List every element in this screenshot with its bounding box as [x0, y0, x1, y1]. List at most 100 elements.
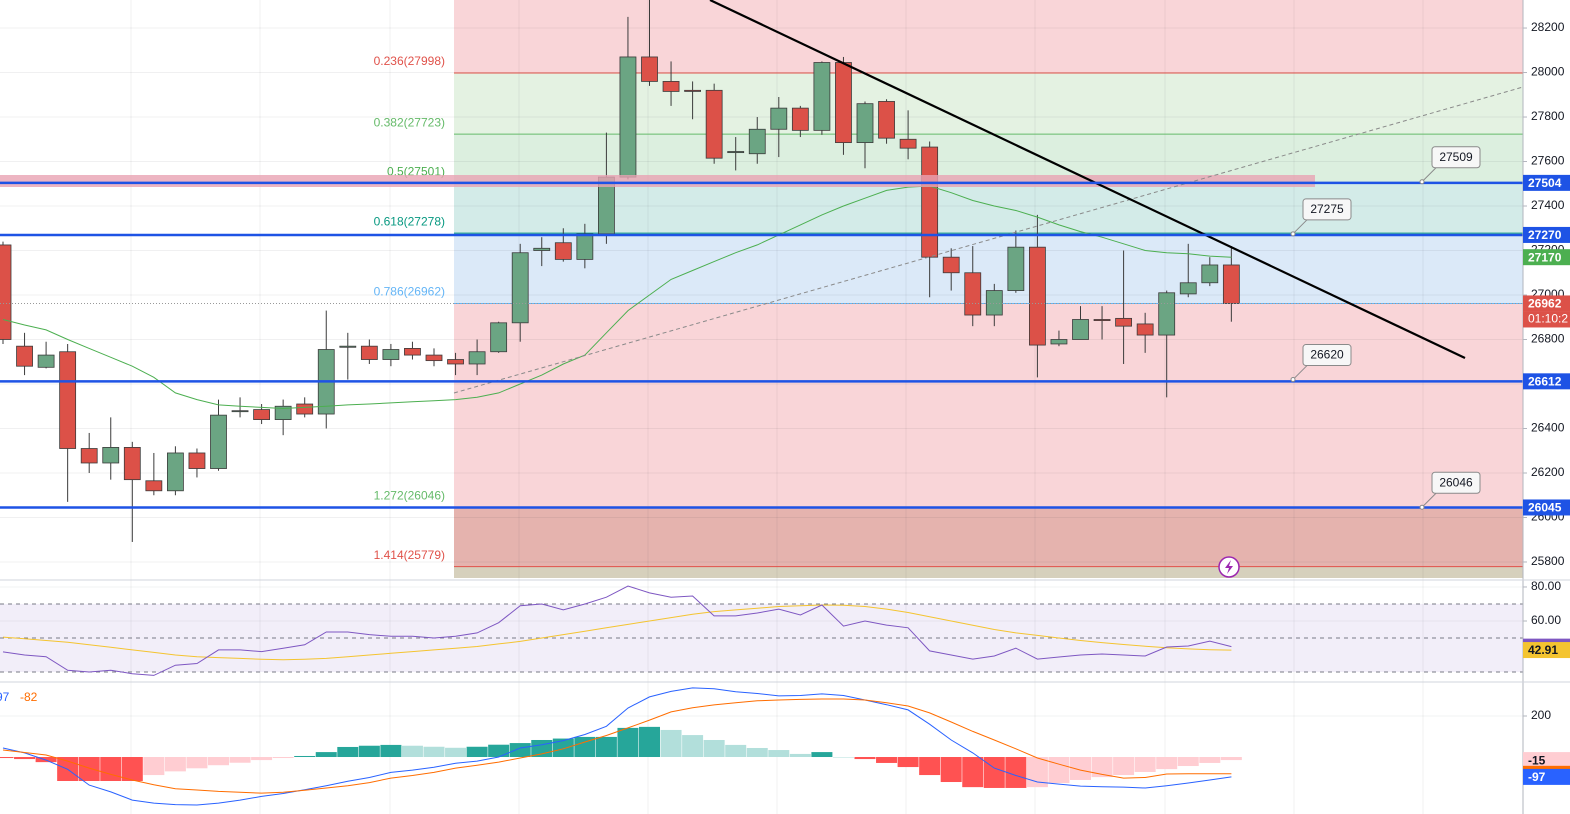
- candle-body: [210, 414, 227, 469]
- histogram-bar: [811, 752, 833, 758]
- candle-body: [942, 256, 960, 274]
- histogram-bar: [164, 757, 186, 772]
- fib-label: 1.414(25779): [374, 548, 445, 562]
- histogram-bar: [1026, 757, 1048, 788]
- histogram-bar: [682, 735, 704, 758]
- histogram-bar: [229, 757, 251, 763]
- fib-label: 0.236(27998): [374, 54, 445, 68]
- y-tick-label: 26200: [1531, 465, 1565, 479]
- y-tick-label: 26800: [1531, 332, 1565, 346]
- histogram-bar: [272, 757, 294, 759]
- callout-label: 27509: [1439, 150, 1473, 164]
- histogram-bar: [1005, 757, 1027, 788]
- candle-body: [576, 233, 594, 260]
- callout-anchor: [1419, 179, 1425, 185]
- candle-body: [188, 452, 206, 469]
- candle-body: [1136, 323, 1154, 336]
- trend-channel: [453, 86, 1524, 394]
- histogram-bar: [251, 757, 273, 761]
- histogram-bar: [488, 744, 510, 758]
- candle-body: [554, 242, 572, 260]
- candle-body: [1179, 282, 1197, 295]
- histogram-bar: [725, 744, 747, 758]
- price-tag: [1523, 226, 1570, 243]
- candle-body: [748, 128, 766, 155]
- price-tag: [1523, 174, 1570, 191]
- histogram-bar: [595, 736, 617, 758]
- candle-body: [1093, 319, 1111, 321]
- histogram-bar: [380, 744, 402, 758]
- fib-label: 0.618(27278): [374, 214, 445, 228]
- moving-average: [2, 185, 1232, 410]
- callout-label: 26620: [1310, 348, 1344, 362]
- callout-label: 27275: [1310, 202, 1344, 216]
- countdown: 01:10:2: [1528, 312, 1568, 326]
- price-tag-label: 27170: [1528, 250, 1562, 264]
- callout-pointer: [1421, 167, 1437, 183]
- candle-body: [145, 480, 163, 492]
- price-tag: [1523, 373, 1570, 390]
- histogram-bar: [445, 747, 467, 758]
- overlay: 27509 27275 26620 26046 -97 -82: [0, 146, 1523, 704]
- candle-body: [899, 138, 917, 149]
- callout-pointer: [1292, 365, 1308, 380]
- candle-body: [102, 447, 120, 464]
- axis-labels: 2580026000262002640026600268002700027200…: [1523, 20, 1570, 785]
- histogram-bar: [186, 757, 208, 769]
- price-tag: [1523, 642, 1570, 659]
- macd-line: [2, 698, 1232, 794]
- price-tag-label: -15: [1528, 753, 1546, 767]
- macd-line: [2, 687, 1232, 806]
- histogram-bar: [1199, 757, 1221, 763]
- callout-label: 26046: [1439, 475, 1473, 489]
- y-tick-label: 28200: [1531, 20, 1565, 34]
- candle-body: [727, 151, 745, 154]
- candle-body: [468, 351, 486, 365]
- price-tag-label: 26612: [1528, 375, 1562, 389]
- histogram-bar: [897, 757, 919, 768]
- candle-body: [490, 322, 508, 353]
- price-tag: [1523, 249, 1570, 266]
- histogram-bar: [358, 745, 380, 758]
- y-tick-label: 27800: [1531, 109, 1565, 123]
- legend-value: -97: [0, 690, 10, 704]
- price-tag: [1523, 768, 1570, 785]
- candle-body: [296, 403, 314, 415]
- histogram-bar: [1070, 757, 1091, 780]
- histogram-bar: [789, 753, 811, 758]
- y-tick-label: 28000: [1531, 65, 1565, 79]
- plot: 0.236(27998)0.382(27723)0.5(27501)0.618(…: [0, 0, 1523, 814]
- candle-body: [985, 290, 1003, 316]
- candle-body: [37, 354, 55, 368]
- y-tick-label: 26400: [1531, 421, 1565, 435]
- candle-body: [791, 107, 809, 131]
- price-tag-label: 26962: [1528, 297, 1562, 311]
- histogram-bar: [940, 757, 962, 783]
- histogram-bar: [0, 757, 14, 759]
- lightning-icon[interactable]: [1218, 556, 1240, 578]
- price-tag-label: 27270: [1528, 228, 1562, 242]
- candle-body: [662, 81, 680, 92]
- histogram-bar: [1091, 757, 1113, 778]
- candle-body: [80, 448, 98, 464]
- rsi-line: [2, 585, 1232, 676]
- callout-anchor: [1290, 377, 1296, 383]
- histogram-bar: [100, 757, 122, 781]
- price-tag-label: 26045: [1528, 501, 1562, 515]
- price-tag: [1523, 295, 1570, 312]
- callout-pointer: [1421, 492, 1437, 508]
- histogram-bar: [574, 736, 596, 758]
- price-tag-label: -97: [1528, 770, 1546, 784]
- histogram-bar: [466, 746, 488, 758]
- histogram-bar: [294, 755, 316, 758]
- candle-body: [425, 354, 443, 362]
- y-tick-label: 27600: [1531, 154, 1565, 168]
- candle-body: [231, 410, 249, 413]
- price-tag-label: 27504: [1528, 176, 1562, 190]
- callout-anchor: [1290, 231, 1296, 237]
- histogram-bar: [1156, 757, 1178, 770]
- fib-zone: [454, 566, 1523, 578]
- candle-body: [705, 89, 723, 159]
- price-tag: [1523, 499, 1570, 516]
